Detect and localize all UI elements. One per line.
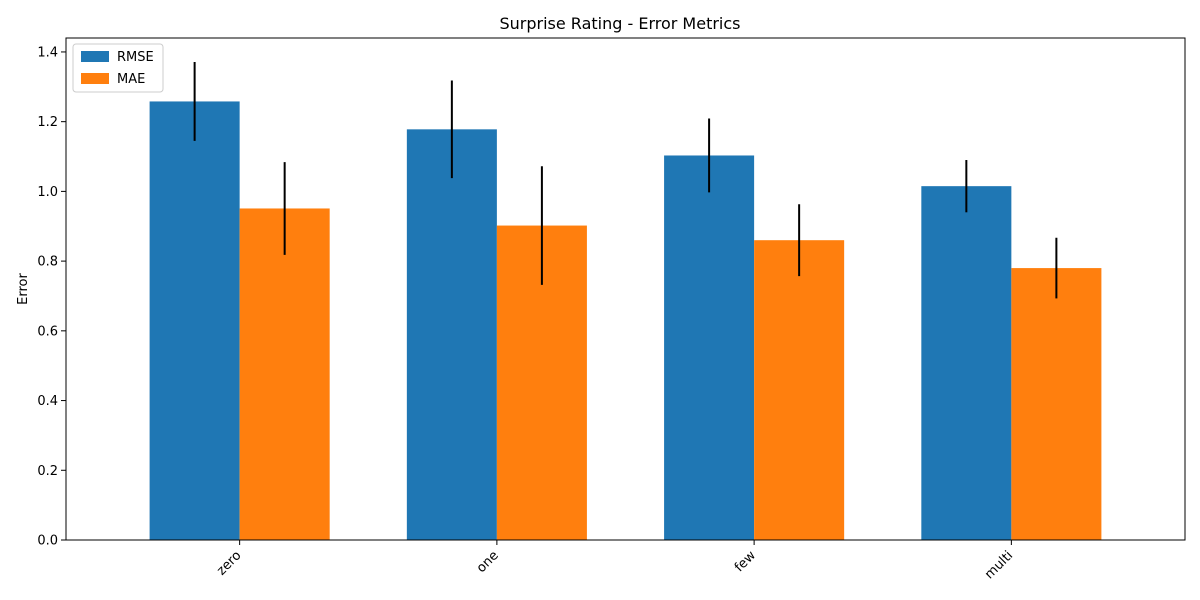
x-tick-label-one: one xyxy=(474,548,502,576)
bar-rmse-multi xyxy=(921,186,1012,540)
y-tick-label: 0.4 xyxy=(37,394,58,409)
bar-mae-zero xyxy=(239,208,330,541)
legend-label-mae: MAE xyxy=(117,72,145,87)
legend-swatch-rmse xyxy=(81,51,109,62)
y-tick-label: 1.2 xyxy=(37,115,58,130)
legend-label-rmse: RMSE xyxy=(117,50,154,65)
y-tick-label: 1.0 xyxy=(37,185,58,200)
y-axis: 0.0 0.2 0.4 0.6 0.8 1.0 1.2 1.4 xyxy=(37,45,66,549)
bar-mae-multi xyxy=(1011,268,1102,540)
legend-swatch-mae xyxy=(81,73,109,84)
y-tick-label: 1.4 xyxy=(37,45,58,60)
plot-bars xyxy=(149,62,1102,541)
x-tick-label-zero: zero xyxy=(214,548,244,578)
x-tick-label-multi: multi xyxy=(982,548,1016,582)
bar-rmse-zero xyxy=(149,101,240,541)
y-axis-title: Error xyxy=(16,273,31,305)
bar-rmse-few xyxy=(664,155,755,541)
y-tick-label: 0.0 xyxy=(37,534,58,549)
x-tick-label-few: few xyxy=(732,548,759,575)
chart-title: Surprise Rating - Error Metrics xyxy=(499,14,740,33)
y-tick-label: 0.2 xyxy=(37,464,58,479)
bar-rmse-one xyxy=(406,129,497,540)
bar-mae-few xyxy=(754,240,845,540)
x-axis: zero one few multi xyxy=(214,540,1016,582)
y-tick-label: 0.8 xyxy=(37,255,58,270)
y-tick-label: 0.6 xyxy=(37,324,58,339)
plot-frame xyxy=(65,37,1186,541)
legend: RMSE MAE xyxy=(72,43,164,93)
